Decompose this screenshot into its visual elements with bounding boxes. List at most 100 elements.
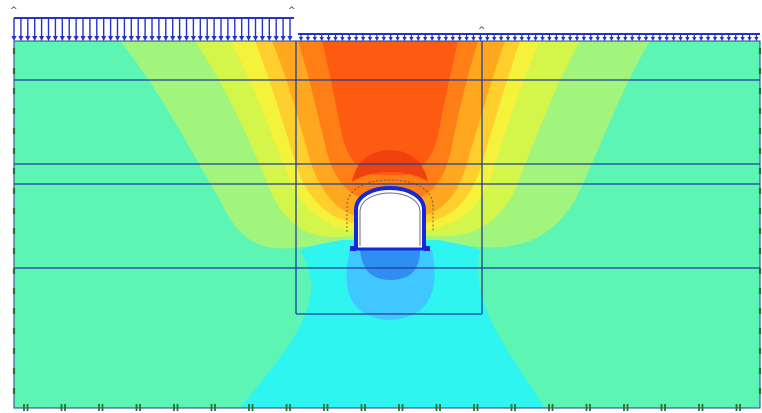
load-arrowhead [333,37,338,41]
contour-field [14,41,760,408]
load-arrowhead [156,36,162,41]
load-arrowhead [505,37,511,41]
load-arrowhead [567,37,573,41]
load-arrowhead [423,37,428,41]
load-arrowhead [347,37,352,41]
load-arrowhead [588,37,593,41]
load-arrowhead [498,37,504,41]
soil-domain-boundary [13,40,761,409]
load-arrowhead [671,37,676,41]
load-label-caret-icon: ^ [478,26,486,36]
load-arrowhead [239,36,245,41]
load-arrowhead [39,36,45,41]
load-arrowhead [719,37,725,41]
load-arrowhead [692,37,697,41]
load-arrowhead [287,36,293,41]
tunnel-lining-icon [354,185,426,248]
load-arrowhead [643,37,649,41]
load-arrowhead [519,37,524,41]
tunnel-opening [356,188,424,248]
load-arrowhead [602,37,607,41]
load-arrowhead [526,37,531,41]
fixity-bottom-boundary [23,404,741,411]
load-arrowhead [664,37,669,41]
load-arrowhead [657,37,662,41]
load-arrowhead [121,36,127,41]
load-arrowhead [471,37,476,41]
load-arrowhead [266,36,272,41]
load-arrowhead [32,36,38,41]
load-arrowhead [135,36,141,41]
load-arrowhead [581,37,587,41]
distributed-load-left [11,17,294,41]
load-arrowhead [685,37,690,41]
load-arrowhead [170,36,176,41]
load-arrowhead [547,37,552,41]
load-arrowhead [429,37,435,41]
load-arrowhead [114,36,121,41]
load-arrowhead [416,37,421,41]
load-arrowhead [66,36,72,41]
load-arrowhead [204,36,210,41]
load-arrowhead [705,37,711,41]
load-arrowhead [636,37,642,41]
load-arrowhead [252,36,259,41]
load-arrowhead [512,37,518,41]
load-arrowhead [211,36,217,41]
load-arrowhead [492,37,497,41]
load-arrowhead [595,37,600,41]
load-arrowhead [87,36,93,41]
load-arrowhead [149,36,155,41]
load-arrowhead [754,37,759,41]
load-arrowhead [319,37,324,41]
load-arrowhead [699,37,704,41]
load-arrowhead [554,37,559,41]
load-arrowhead [280,36,286,41]
load-arrowhead [402,37,407,41]
load-arrowhead [485,37,490,41]
load-label-caret-icon: ^ [10,6,18,16]
load-arrowhead [246,36,252,41]
load-arrowhead [142,36,148,41]
load-arrowhead [478,37,483,41]
load-arrowhead [388,37,393,41]
load-arrowhead [374,37,380,41]
contour-band-red-dark [352,150,428,182]
load-arrowhead [94,36,100,41]
tunnel-footing-left [350,246,356,251]
load-arrowhead [225,36,231,41]
load-arrowhead [733,37,738,41]
load-arrowhead [25,36,31,41]
load-arrowhead [312,37,317,41]
load-arrowhead [259,36,265,41]
load-arrowhead [650,37,656,41]
load-arrowhead [726,37,731,41]
load-arrowhead [540,37,545,41]
load-arrowhead [305,37,311,41]
tunnel-footing-right [424,246,430,251]
load-arrowhead [45,36,52,41]
load-arrowhead [533,37,538,41]
load-arrowhead [340,37,345,41]
load-arrowhead [436,37,442,41]
load-arrowhead [623,37,628,41]
load-arrowhead [73,36,79,41]
load-arrowhead [232,36,238,41]
distributed-load-right [298,33,760,41]
load-arrowhead [354,37,359,41]
load-arrowhead [457,37,462,41]
contour-band-red [322,41,458,175]
load-label-caret-icon: ^ [288,6,296,16]
load-arrowhead [395,37,400,41]
load-arrowhead [108,36,114,41]
load-arrowhead [183,36,190,41]
load-arrowhead [367,37,373,41]
load-arrowhead [101,36,107,41]
tunnel-crown-dashed [346,179,434,232]
load-arrowhead [464,37,469,41]
load-arrowhead [678,37,683,41]
excavation-zone [295,41,483,315]
load-arrowhead [740,37,745,41]
